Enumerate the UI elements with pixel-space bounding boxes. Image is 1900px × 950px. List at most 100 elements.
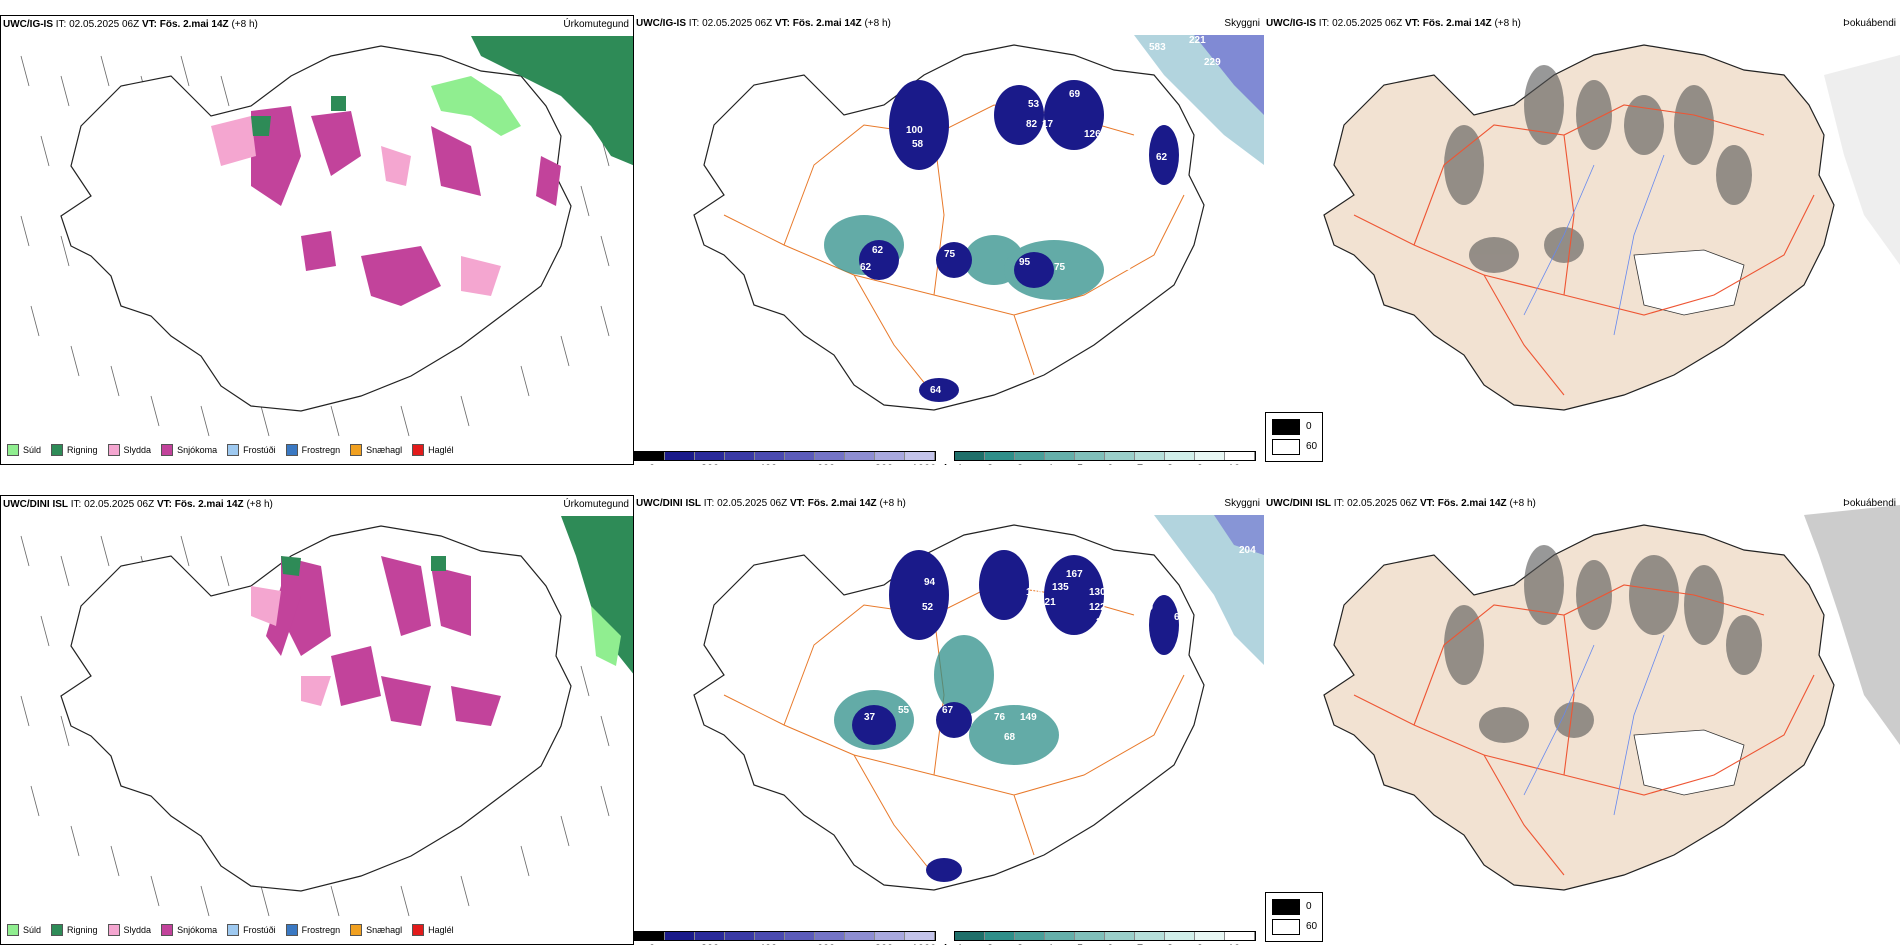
legend-item: Súld: [7, 444, 41, 456]
legend-item: Frostúði: [227, 924, 276, 936]
svg-text:75: 75: [1054, 262, 1066, 273]
svg-text:58: 58: [912, 139, 924, 150]
iceland-map-fog-1: [1323, 44, 1900, 411]
svg-text:204: 204: [1239, 545, 1256, 556]
svg-text:75: 75: [944, 249, 956, 260]
iceland-outline: [693, 44, 1205, 411]
visibility-colorbar: [954, 931, 1256, 941]
legend-item: Snæhagl: [350, 924, 402, 936]
svg-text:17: 17: [1042, 119, 1054, 130]
svg-text:246: 246: [1114, 262, 1131, 273]
svg-text:67: 67: [942, 705, 954, 716]
cloud-base-colorbar: [634, 451, 936, 461]
cloud-base-labels: 204 167 135 130 122 20 60 69 94 52 108 1…: [864, 545, 1256, 743]
legend-item: Haglél: [412, 444, 454, 456]
precip-legend: Súld Rigning Slydda Snjókoma Frostúði Fr…: [7, 924, 454, 936]
panel-header: UWC/DINI ISL IT: 02.05.2025 06Z VT: Fös.…: [1266, 498, 1536, 509]
panel-header: UWC/IG-IS IT: 02.05.2025 06Z VT: Fös. 2.…: [636, 18, 891, 29]
rivers: [1523, 634, 1665, 816]
rain-areas: [251, 96, 346, 136]
legend-item: Snæhagl: [350, 444, 402, 456]
svg-text:141: 141: [924, 197, 941, 208]
svg-text:298: 298: [1110, 715, 1127, 726]
rain-areas: [281, 556, 446, 576]
drizzle-n: [431, 76, 521, 136]
drizzle-e: [591, 606, 621, 666]
svg-text:221: 221: [1189, 35, 1206, 46]
fog-panel-row2: UWC/DINI ISL IT: 02.05.2025 06Z VT: Fös.…: [1264, 495, 1900, 915]
visibility-panel-row1: 221 229 583 69 53 82 17 126 87 62 100 58…: [634, 15, 1264, 465]
rivers: [1523, 154, 1665, 336]
sleet-areas: [211, 116, 501, 296]
glacier: [1633, 729, 1745, 796]
legend-item: Frostregn: [285, 924, 340, 936]
svg-text:76: 76: [994, 712, 1006, 723]
svg-text:53: 53: [1028, 99, 1040, 110]
legend-item: Rigning: [51, 924, 98, 936]
vis-unit: km: [944, 943, 960, 945]
svg-text:150: 150: [1049, 662, 1066, 673]
panel-header: UWC/DINI ISL IT: 02.05.2025 06Z VT: Fös.…: [636, 498, 906, 509]
legend-item: Snjókoma: [161, 924, 217, 936]
svg-text:37: 37: [924, 647, 936, 658]
panel-title: Skyggni: [1224, 498, 1260, 509]
snow-areas: [251, 106, 561, 306]
svg-text:130: 130: [1089, 587, 1106, 598]
panel-title: Úrkomutegund: [563, 19, 629, 30]
road-network: [1353, 584, 1815, 876]
svg-text:62: 62: [872, 245, 884, 256]
low-cloud: [852, 550, 1179, 882]
cloud-unit: m: [634, 943, 644, 945]
svg-text:122: 122: [1089, 602, 1106, 613]
panel-header: UWC/DINI ISL IT: 02.05.2025 06Z VT: Fös.…: [3, 499, 273, 510]
precip-type-panel-row2: UWC/DINI ISL IT: 02.05.2025 06Z VT: Fös.…: [0, 495, 634, 945]
legend-item: Frostúði: [227, 444, 276, 456]
glacier: [1633, 249, 1745, 316]
legend-item: Rigning: [51, 444, 98, 456]
scales-row1: m 0 200 400 600 800 1000 km 1 2 3 4 5 6 …: [634, 451, 1264, 465]
svg-text:126: 126: [1084, 129, 1101, 140]
legend-item: Slydda: [107, 924, 151, 936]
iceland-map-visibility-1: 221 229 583 69 53 82 17 126 87 62 100 58…: [693, 35, 1264, 411]
panel-title: Úrkomutegund: [563, 499, 629, 510]
svg-text:62: 62: [860, 262, 872, 273]
svg-text:108: 108: [1026, 587, 1043, 598]
svg-text:87: 87: [1094, 159, 1106, 170]
svg-text:84: 84: [1046, 627, 1058, 638]
visibility-colorbar: [954, 451, 1256, 461]
panel-header: UWC/IG-IS IT: 02.05.2025 06Z VT: Fös. 2.…: [1266, 18, 1521, 29]
low-cloud: [859, 80, 1179, 402]
panel-title: Þokuábendi: [1843, 498, 1896, 509]
svg-text:82: 82: [1026, 119, 1038, 130]
svg-text:55: 55: [898, 705, 910, 716]
svg-text:135: 135: [1052, 582, 1069, 593]
legend-item: Snjókoma: [161, 444, 217, 456]
svg-text:20: 20: [1096, 617, 1108, 628]
iceland-map-precip-2: [20, 516, 633, 917]
iceland-map-fog-2: [1323, 505, 1900, 891]
svg-text:62: 62: [1156, 152, 1168, 163]
svg-text:149: 149: [1020, 712, 1037, 723]
svg-text:33: 33: [920, 182, 932, 193]
panel-title: Skyggni: [1224, 18, 1260, 29]
sleet-areas: [251, 586, 331, 706]
fog-panel-row1: UWC/IG-IS IT: 02.05.2025 06Z VT: Fös. 2.…: [1264, 15, 1900, 435]
scales-row2: m 0 200 400 600 800 1000 km 1 2 3 4 5 6 …: [634, 931, 1264, 945]
fog-areas: [1444, 65, 1752, 273]
precip-type-panel-row1: UWC/IG-IS IT: 02.05.2025 06Z VT: Fös. 2.…: [0, 15, 634, 465]
fog-legend-row1: 0 60: [1265, 412, 1323, 462]
panel-header: UWC/IG-IS IT: 02.05.2025 06Z VT: Fös. 2.…: [3, 19, 258, 30]
panel-title: Þokuábendi: [1843, 18, 1896, 29]
road-network: [1353, 104, 1815, 396]
legend-item: Slydda: [107, 444, 151, 456]
svg-text:229: 229: [1204, 57, 1221, 68]
svg-text:69: 69: [1174, 612, 1186, 623]
svg-text:36: 36: [1064, 647, 1076, 658]
legend-item: Súld: [7, 924, 41, 936]
fog-areas: [1444, 545, 1762, 743]
svg-text:95: 95: [1019, 257, 1031, 268]
cloud-base-colorbar: [634, 931, 936, 941]
vis-unit: km: [944, 463, 960, 465]
svg-text:121: 121: [1039, 597, 1056, 608]
snow-areas: [266, 556, 501, 726]
